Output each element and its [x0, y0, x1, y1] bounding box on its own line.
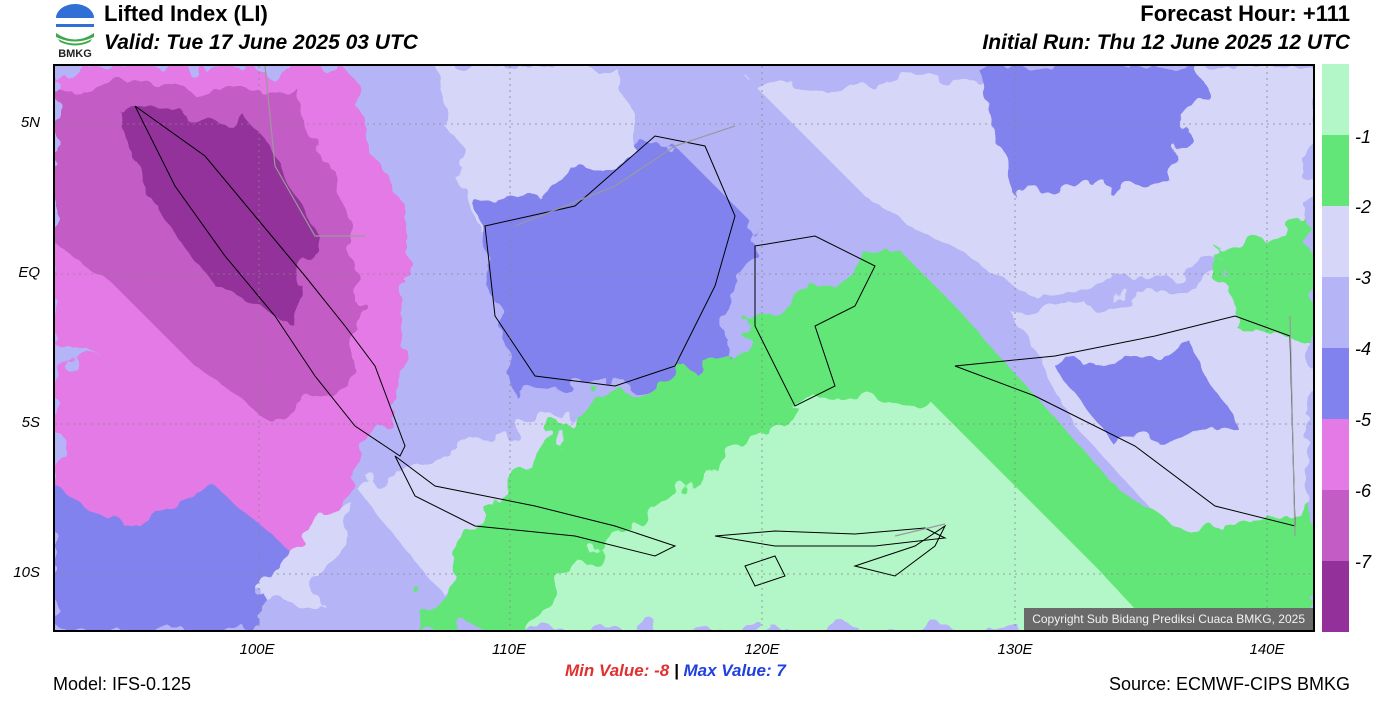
colorbar-label: -6: [1355, 481, 1372, 501]
min-max-separator: |: [673, 661, 679, 680]
colorbar-swatch: [1322, 561, 1349, 632]
lon-tick-120e: 120E: [744, 641, 780, 658]
lon-tick-140e: 140E: [1249, 641, 1285, 658]
min-max-readout: Min Value: -8 | Max Value: 7: [565, 661, 786, 681]
colorbar: [1322, 64, 1349, 632]
lon-tick-100e: 100E: [239, 641, 275, 658]
lat-tick-eq: EQ: [18, 264, 40, 281]
colorbar-swatch: [1322, 490, 1349, 561]
colorbar-swatch: [1322, 419, 1349, 490]
colorbar-swatch: [1322, 135, 1349, 206]
source-label: Source: ECMWF-CIPS BMKG: [1108, 674, 1350, 694]
max-label: Max Value:: [683, 661, 772, 680]
colorbar-swatch: [1322, 64, 1349, 135]
bmkg-logo-icon: [56, 4, 94, 46]
lon-tick-130e: 130E: [997, 641, 1033, 658]
forecast-hour: Forecast Hour: +111: [1140, 1, 1350, 26]
graticule: [55, 66, 1313, 630]
colorbar-swatch: [1322, 206, 1349, 277]
lifted-index-map: Copyright Sub Bidang Prediksi Cuaca BMKG…: [53, 64, 1315, 632]
political-borders: [264, 66, 1296, 537]
max-value: 7: [776, 661, 786, 680]
min-value: -8: [654, 661, 670, 680]
copyright-label: Copyright Sub Bidang Prediksi Cuaca BMKG…: [1024, 608, 1313, 630]
lat-tick-10s: 10S: [13, 564, 40, 581]
bmkg-logo: BMKG: [52, 2, 98, 60]
model-label: Model: IFS-0.125: [53, 674, 192, 694]
lon-tick-110e: 110E: [492, 641, 526, 658]
min-label: Min Value:: [565, 661, 650, 680]
chart-title: Lifted Index (LI): [104, 1, 268, 26]
map-field: [55, 66, 1313, 630]
lat-tick-5s: 5S: [21, 414, 40, 431]
colorbar-swatch: [1322, 348, 1349, 419]
lat-tick-5n: 5N: [20, 114, 40, 131]
colorbar-label: -4: [1355, 339, 1372, 359]
colorbar-label: -3: [1355, 268, 1372, 288]
colorbar-label: -5: [1355, 410, 1372, 430]
initial-run: Initial Run: Thu 12 June 2025 12 UTC: [982, 31, 1350, 54]
valid-time: Valid: Tue 17 June 2025 03 UTC: [104, 31, 418, 54]
colorbar-label: -2: [1355, 197, 1372, 217]
logo-text: BMKG: [58, 48, 92, 60]
colorbar-swatch: [1322, 277, 1349, 348]
colorbar-label: -7: [1355, 552, 1372, 572]
colorbar-label: -1: [1355, 127, 1372, 147]
